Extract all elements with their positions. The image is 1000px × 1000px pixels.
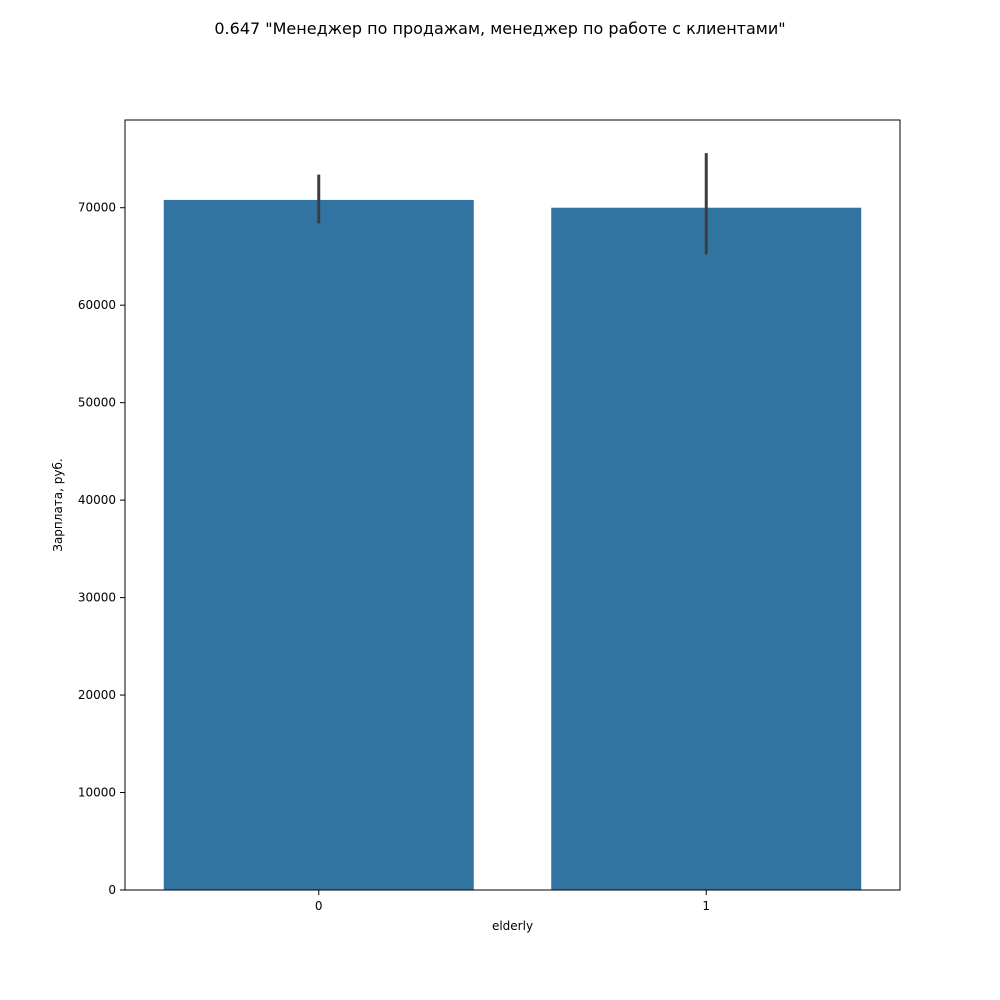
y-tick-label: 50000: [78, 396, 116, 410]
x-tick-label: 0: [315, 899, 323, 913]
bar-0: [163, 199, 474, 890]
y-tick-label: 40000: [78, 493, 116, 507]
x-tick-label: 1: [702, 899, 710, 913]
y-tick-label: 70000: [78, 201, 116, 215]
bar-1: [551, 207, 862, 891]
x-axis-label: elderly: [492, 919, 533, 933]
y-tick-label: 20000: [78, 688, 116, 702]
plot-area: [163, 153, 862, 891]
y-tick-label: 10000: [78, 786, 116, 800]
y-tick-label: 30000: [78, 591, 116, 605]
y-axis-label: Зарплата, руб.: [51, 458, 65, 551]
y-tick-label: 60000: [78, 298, 116, 312]
axes: 0 1 0 10000 20000 30000 40000 50000 60000 70000: [78, 201, 710, 913]
y-tick-label: 0: [108, 883, 116, 897]
chart-title: 0.647 "Менеджер по продажам, менеджер по…: [214, 19, 785, 38]
plot-frame: [124, 119, 901, 891]
